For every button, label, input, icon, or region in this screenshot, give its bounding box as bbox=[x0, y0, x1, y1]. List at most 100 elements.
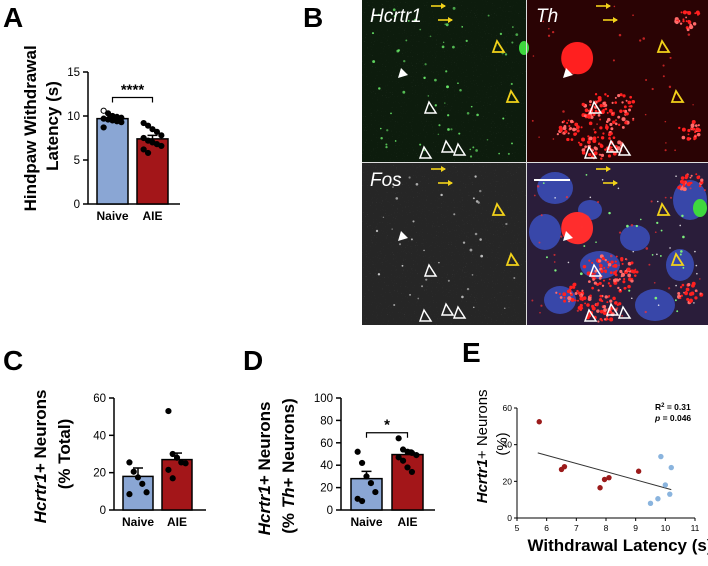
label-hcrtr1: Hcrtr1 bbox=[370, 6, 422, 27]
chart-d-ylabel: Hcrtr1+ Neurons (% Th+ Neurons) bbox=[255, 397, 298, 535]
red-punctum bbox=[690, 299, 693, 302]
red-punctum bbox=[586, 215, 589, 218]
red-punctum bbox=[599, 119, 601, 121]
chart-c-ylabel: Hcrtr1+ Neurons (% Total) bbox=[31, 385, 74, 523]
scatter-point-naive bbox=[658, 454, 663, 459]
red-punctum bbox=[584, 114, 587, 117]
red-punctum bbox=[589, 137, 593, 141]
gray-punctum bbox=[411, 238, 413, 240]
red-punctum bbox=[589, 100, 592, 103]
red-punctum bbox=[588, 260, 590, 262]
category-label-aie: AIE bbox=[142, 209, 162, 223]
red-punctum bbox=[605, 259, 607, 261]
green-punctum bbox=[476, 114, 479, 117]
red-punctum bbox=[613, 59, 615, 61]
red-punctum bbox=[606, 129, 608, 131]
gray-punctum bbox=[474, 175, 476, 177]
red-punctum bbox=[687, 182, 691, 186]
chart-e: Hcrtr1+ Neurons (%) Withdrawal Latency (… bbox=[472, 385, 708, 555]
red-punctum bbox=[625, 287, 627, 289]
data-point bbox=[359, 460, 364, 465]
gray-punctum bbox=[416, 183, 419, 186]
r-squared-label: R2 = 0.31 bbox=[655, 402, 691, 412]
gray-punctum bbox=[480, 255, 483, 258]
green-punctum bbox=[475, 149, 478, 152]
red-punctum bbox=[563, 300, 566, 303]
green-punctum bbox=[380, 137, 382, 139]
scatter-point-naive bbox=[648, 501, 653, 506]
red-punctum bbox=[616, 256, 618, 258]
scatter-point-aie bbox=[562, 464, 567, 469]
red-punctum bbox=[669, 57, 671, 59]
gray-punctum bbox=[472, 274, 474, 276]
green-punctum bbox=[511, 42, 513, 44]
red-punctum bbox=[697, 128, 699, 130]
green-punctum bbox=[628, 290, 630, 292]
green-punctum bbox=[444, 102, 445, 103]
green-punctum bbox=[446, 85, 449, 88]
red-punctum bbox=[687, 11, 691, 15]
red-punctum bbox=[680, 22, 682, 24]
gray-punctum bbox=[412, 220, 414, 222]
red-punctum bbox=[601, 300, 603, 302]
red-punctum bbox=[635, 269, 637, 271]
red-punctum bbox=[589, 294, 592, 297]
red-punctum bbox=[690, 187, 692, 189]
green-punctum bbox=[676, 310, 678, 312]
red-punctum bbox=[693, 22, 696, 25]
red-punctum bbox=[631, 100, 635, 104]
red-punctum bbox=[572, 283, 575, 286]
red-punctum bbox=[583, 265, 587, 269]
red-punctum bbox=[615, 123, 618, 126]
red-punctum bbox=[581, 137, 585, 141]
red-punctum bbox=[596, 123, 598, 125]
red-punctum bbox=[632, 119, 634, 121]
red-punctum bbox=[631, 278, 633, 280]
red-punctum bbox=[668, 287, 670, 289]
red-punctum bbox=[682, 284, 685, 287]
gray-punctum bbox=[669, 247, 671, 249]
red-punctum bbox=[581, 216, 583, 218]
red-punctum bbox=[578, 292, 581, 295]
data-point bbox=[414, 453, 419, 458]
red-punctum bbox=[597, 320, 599, 322]
red-punctum bbox=[688, 33, 691, 36]
red-punctum bbox=[562, 132, 564, 134]
red-punctum bbox=[696, 291, 697, 292]
y-tick-label: 0 bbox=[74, 199, 80, 211]
gray-punctum bbox=[693, 302, 695, 304]
red-punctum bbox=[648, 264, 650, 266]
red-punctum bbox=[562, 110, 565, 113]
green-punctum bbox=[586, 174, 588, 176]
gray-punctum bbox=[675, 175, 677, 177]
green-punctum bbox=[512, 26, 514, 28]
data-point bbox=[127, 492, 132, 497]
green-punctum bbox=[470, 155, 472, 157]
green-punctum bbox=[656, 222, 658, 224]
green-punctum bbox=[446, 23, 449, 26]
red-punctum bbox=[591, 262, 593, 264]
label-th: Th bbox=[536, 6, 558, 27]
scatter-point-naive bbox=[667, 491, 672, 496]
red-punctum bbox=[568, 300, 570, 302]
red-punctum bbox=[575, 128, 577, 130]
red-punctum bbox=[629, 96, 632, 99]
red-punctum bbox=[563, 125, 566, 128]
green-punctum bbox=[459, 89, 462, 92]
y-tick-label: 0 bbox=[327, 505, 333, 517]
green-punctum bbox=[681, 215, 683, 217]
red-punctum bbox=[655, 231, 657, 233]
green-punctum bbox=[546, 256, 548, 258]
gray-punctum bbox=[440, 194, 442, 196]
red-punctum bbox=[566, 122, 568, 124]
red-punctum bbox=[573, 133, 576, 136]
red-punctum bbox=[684, 292, 688, 296]
green-punctum bbox=[487, 139, 489, 141]
red-punctum bbox=[610, 261, 613, 264]
red-punctum bbox=[678, 127, 680, 129]
gray-punctum bbox=[409, 176, 411, 178]
red-punctum bbox=[621, 273, 625, 277]
red-punctum bbox=[699, 292, 701, 294]
green-punctum bbox=[640, 219, 642, 221]
